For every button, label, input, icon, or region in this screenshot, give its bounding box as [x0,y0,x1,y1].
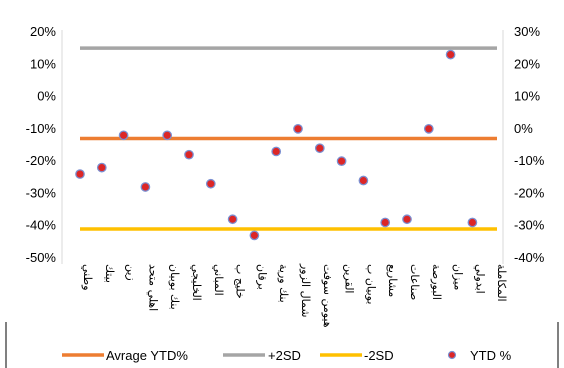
reference-lines [80,46,497,231]
ytd-point [205,178,216,189]
category-label: شمال الزور [299,263,312,318]
category-label: بنك ورية [277,264,290,303]
ytd-point [402,214,412,225]
category-label: البورصة [430,264,443,300]
category-label: برقان [255,264,268,290]
ytd-point [445,49,456,60]
category-label: بيتك [103,264,116,283]
left-tick-label: 10% [30,56,56,71]
legend: Avrage YTD% +2SD -2SD YTD % [62,348,512,363]
ytd-point [423,124,434,134]
category-label: ميزان [452,264,465,291]
ytd-point [96,162,107,173]
ytd-point [249,230,260,241]
right-tick-label: -30% [514,218,545,233]
ytd-point [227,214,238,225]
category-label: بنك بوبيان [168,264,181,310]
right-tick-label: 30% [514,24,540,39]
category-label: زين [125,264,138,281]
left-tick-label: -20% [26,153,57,168]
ytd-point [314,143,325,154]
right-tick-label: 20% [514,56,540,71]
right-axis: 30% 20% 10% 0% -10% -20% -30% -40% [514,24,545,265]
ytd-points [75,49,478,241]
left-tick-label: -40% [26,218,57,233]
legend-swatch [447,350,457,360]
ytd-point [467,217,478,228]
ytd-point [380,217,391,228]
ytd-point [140,182,151,192]
category-label: صناعات [408,264,421,300]
category-label: المباني [212,264,225,296]
legend-label: -2SD [364,348,394,363]
left-tick-label: -10% [26,121,57,136]
left-tick-label: -30% [26,185,57,200]
ytd-point [336,156,347,166]
left-tick-label: 20% [30,24,56,39]
right-tick-label: -40% [514,250,545,265]
legend-label: YTD % [470,348,512,363]
ytd-point [271,146,282,157]
category-label: الخليجي [190,264,203,301]
legend-label: Avrage YTD% [106,348,188,363]
category-label: اهلي متحد [146,264,159,311]
category-label: خليج ب [234,264,247,299]
right-tick-label: -10% [514,153,545,168]
right-tick-label: 10% [514,89,540,104]
category-label: مشاريع [386,264,399,297]
ytd-point [184,149,194,160]
category-label: بوبيان ب [364,264,377,304]
category-label: المكاملة [495,264,508,302]
ytd-point [358,175,369,186]
legend-label: +2SD [268,348,301,363]
left-tick-label: 0% [37,89,56,104]
right-tick-label: -20% [514,185,545,200]
left-axis: 20% 10% 0% -10% -20% -30% -40% -50% [26,24,57,265]
ytd-point [293,124,303,134]
right-tick-label: 0% [514,121,533,136]
category-label: القرين [343,264,356,293]
ytd-point [118,130,129,141]
category-label: ابدولي [473,264,486,294]
ytd-point [75,169,85,179]
category-label: وطني [81,264,94,291]
category-labels: وطني بيتك زين اهلي متحد بنك بوبيان الخليجي الم… [81,263,508,328]
ytd-point [162,130,173,141]
left-tick-label: -50% [26,250,57,265]
category-label: هيومن سوفت [321,264,334,328]
